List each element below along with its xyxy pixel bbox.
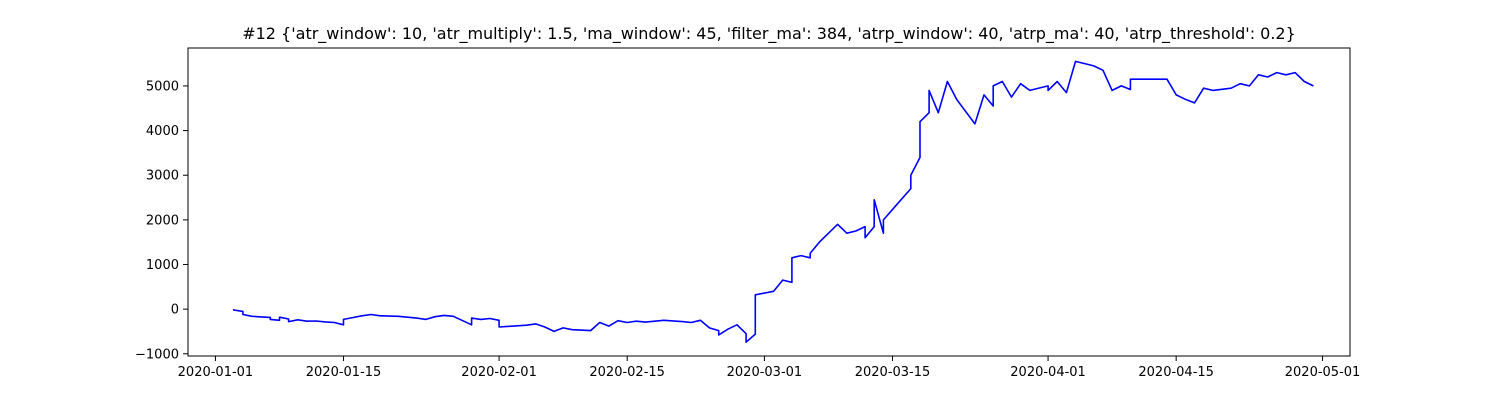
x-tick-label: 2020-04-01 [1010, 365, 1086, 380]
x-tick-label: 2020-01-15 [306, 365, 382, 380]
series-line [232, 60, 1314, 344]
x-tick-label: 2020-03-15 [855, 365, 931, 380]
plot-area [187, 47, 1351, 357]
y-tick-label: −1000 [135, 347, 179, 362]
x-tick-label: 2020-05-01 [1285, 365, 1361, 380]
x-tick-label: 2020-02-15 [589, 365, 665, 380]
x-tick-label: 2020-01-01 [178, 365, 254, 380]
y-tick-label: 4000 [146, 124, 179, 139]
chart-title: #12 {'atr_window': 10, 'atr_multiply': 1… [242, 24, 1296, 44]
y-tick-label: 0 [171, 303, 179, 318]
x-tick-label: 2020-03-01 [727, 365, 803, 380]
y-tick-label: 5000 [146, 79, 179, 94]
y-tick-label: 2000 [146, 213, 179, 228]
y-tick-label: 3000 [146, 169, 179, 184]
x-tick-label: 2020-04-15 [1138, 365, 1214, 380]
x-tick-label: 2020-02-01 [461, 365, 537, 380]
y-tick-label: 1000 [146, 258, 179, 273]
